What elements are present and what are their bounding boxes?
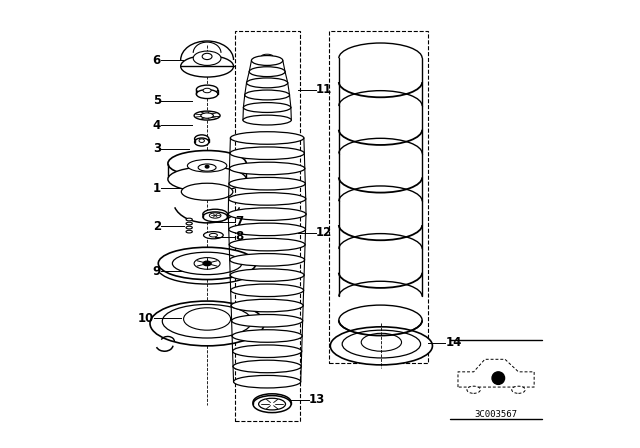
Ellipse shape — [230, 254, 305, 266]
Ellipse shape — [204, 232, 223, 239]
Text: 6: 6 — [153, 54, 161, 67]
Ellipse shape — [194, 111, 220, 120]
Ellipse shape — [209, 233, 218, 237]
Ellipse shape — [186, 218, 192, 221]
Ellipse shape — [203, 88, 211, 93]
Ellipse shape — [163, 304, 252, 338]
Ellipse shape — [234, 375, 301, 388]
Ellipse shape — [199, 139, 204, 142]
Ellipse shape — [193, 51, 221, 65]
Text: 7: 7 — [235, 215, 243, 228]
Ellipse shape — [186, 222, 192, 225]
Text: 2: 2 — [153, 220, 161, 233]
Text: 10: 10 — [138, 311, 154, 325]
Text: 8: 8 — [235, 230, 243, 243]
Ellipse shape — [228, 208, 306, 220]
Text: 13: 13 — [308, 393, 325, 406]
Ellipse shape — [203, 261, 211, 266]
Text: 5: 5 — [153, 94, 161, 108]
Ellipse shape — [259, 398, 285, 410]
Ellipse shape — [188, 159, 227, 172]
Ellipse shape — [342, 330, 420, 358]
Ellipse shape — [253, 396, 291, 413]
Circle shape — [492, 372, 504, 384]
Ellipse shape — [232, 314, 303, 327]
Ellipse shape — [230, 269, 304, 281]
Ellipse shape — [229, 238, 305, 251]
Ellipse shape — [361, 333, 401, 351]
Ellipse shape — [243, 103, 291, 112]
Ellipse shape — [230, 147, 305, 159]
Ellipse shape — [181, 183, 233, 200]
Text: 4: 4 — [153, 119, 161, 132]
Ellipse shape — [180, 56, 234, 77]
Ellipse shape — [253, 394, 291, 411]
Ellipse shape — [201, 113, 213, 118]
Ellipse shape — [330, 327, 433, 365]
Ellipse shape — [232, 345, 301, 358]
Ellipse shape — [186, 230, 192, 233]
Ellipse shape — [196, 90, 218, 99]
Bar — [329, 31, 428, 363]
Ellipse shape — [249, 67, 285, 77]
Ellipse shape — [252, 56, 283, 65]
Ellipse shape — [202, 53, 212, 60]
Ellipse shape — [230, 132, 304, 144]
Ellipse shape — [186, 226, 192, 229]
Ellipse shape — [150, 301, 264, 346]
Ellipse shape — [184, 308, 230, 330]
Ellipse shape — [230, 162, 305, 175]
Ellipse shape — [243, 115, 291, 125]
Text: 14: 14 — [445, 336, 462, 349]
Text: 9: 9 — [153, 264, 161, 278]
Ellipse shape — [198, 164, 216, 171]
Ellipse shape — [172, 252, 242, 275]
Ellipse shape — [232, 330, 302, 342]
Ellipse shape — [229, 177, 305, 190]
Ellipse shape — [158, 247, 256, 280]
Ellipse shape — [168, 151, 246, 177]
Ellipse shape — [246, 78, 288, 88]
Ellipse shape — [512, 386, 525, 393]
Text: 3: 3 — [153, 142, 161, 155]
Ellipse shape — [228, 223, 305, 236]
Ellipse shape — [233, 360, 301, 373]
Text: 11: 11 — [316, 83, 332, 96]
Ellipse shape — [203, 212, 227, 222]
Text: 1: 1 — [153, 181, 161, 195]
Text: 12: 12 — [316, 226, 332, 240]
Ellipse shape — [195, 135, 209, 143]
Ellipse shape — [230, 284, 303, 297]
Ellipse shape — [228, 193, 306, 205]
Ellipse shape — [231, 299, 303, 312]
Ellipse shape — [196, 85, 218, 94]
Ellipse shape — [205, 165, 209, 168]
Ellipse shape — [195, 138, 209, 146]
Text: 3C003567: 3C003567 — [475, 410, 518, 419]
Ellipse shape — [194, 258, 220, 269]
Ellipse shape — [209, 213, 221, 218]
Ellipse shape — [467, 386, 481, 393]
Ellipse shape — [244, 90, 289, 100]
Bar — [235, 31, 300, 421]
Ellipse shape — [203, 209, 227, 219]
Ellipse shape — [168, 167, 246, 192]
